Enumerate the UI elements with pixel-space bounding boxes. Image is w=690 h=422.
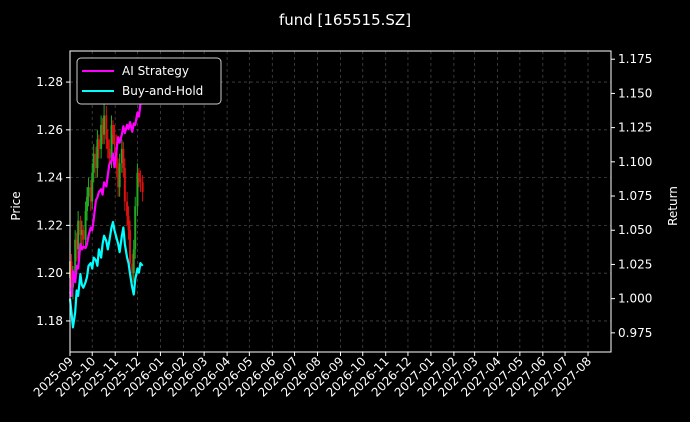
candle-body: [101, 125, 104, 135]
candle-body: [117, 168, 120, 188]
y-tick-label: 1.28: [36, 75, 63, 89]
y-axis-label: Price: [9, 191, 23, 220]
candle-body: [77, 220, 80, 250]
legend-label-ai-strategy: AI Strategy: [122, 64, 189, 78]
y-tick-label: 1.24: [36, 171, 63, 185]
series-lines: [68, 90, 144, 329]
y-axis-right: 0.975 1.000 1.025 1.050 1.075 1.100 1.125 1.150…: [611, 52, 652, 340]
y-tick-label: 1.20: [36, 266, 63, 280]
candle-body: [80, 230, 83, 235]
candle-body: [122, 148, 125, 169]
legend: AI Strategy Buy-and-Hold: [76, 57, 222, 105]
candle-body: [141, 182, 144, 192]
candle-body: [92, 153, 95, 173]
y-axis-left: 1.18 1.20 1.22 1.24 1.26 1.28: [36, 75, 70, 328]
candle-body: [134, 206, 137, 250]
candle-body: [131, 263, 134, 274]
legend-label-buy-and-hold: Buy-and-Hold: [122, 84, 203, 98]
y2-tick-label: 0.975: [618, 326, 652, 340]
candle-body: [91, 172, 94, 202]
candle-body: [82, 230, 85, 240]
candle-body: [79, 220, 82, 235]
y2-tick-label: 1.150: [618, 86, 652, 100]
candle-body: [123, 168, 126, 202]
y2-tick-label: 1.125: [618, 121, 652, 135]
candle-body: [70, 261, 73, 288]
series-line-buy-and-hold: [68, 220, 144, 329]
candle-body: [106, 139, 109, 149]
candle-body: [103, 115, 106, 135]
candle-body: [84, 211, 87, 240]
candle-body: [118, 163, 121, 188]
y2-tick-label: 1.100: [618, 155, 652, 169]
candle-body: [97, 139, 100, 149]
candle-body: [94, 153, 97, 169]
series-line-ai-strategy: [68, 90, 144, 297]
candle-body: [110, 125, 113, 159]
y2-tick-label: 1.000: [618, 292, 652, 306]
y2-tick-label: 1.050: [618, 223, 652, 237]
candle-body: [120, 148, 123, 164]
candle-body: [100, 125, 103, 149]
candle-body: [87, 187, 90, 197]
y-tick-label: 1.18: [36, 314, 63, 328]
y2-tick-label: 1.075: [618, 189, 652, 203]
candle-body: [74, 239, 77, 274]
candle-body: [139, 177, 142, 183]
candle-body: [89, 187, 92, 202]
legend-box: [76, 57, 222, 105]
candle-body: [129, 230, 132, 264]
chart-title: fund [165515.SZ]: [279, 11, 411, 29]
y-tick-label: 1.22: [36, 218, 63, 232]
candle-body: [111, 125, 114, 135]
candle-body: [126, 201, 129, 216]
y2-axis-label: Return: [666, 186, 680, 226]
candle-body: [127, 215, 130, 231]
candle-body: [136, 172, 139, 207]
candle-body: [75, 239, 78, 250]
candle-body: [132, 249, 135, 274]
candle-body: [105, 115, 108, 140]
candle-body: [137, 172, 140, 178]
y2-tick-label: 1.175: [618, 52, 652, 66]
candle-body: [108, 148, 111, 159]
candle-body: [96, 139, 99, 169]
y2-tick-label: 1.025: [618, 257, 652, 271]
candle-body: [86, 196, 89, 212]
y-tick-label: 1.26: [36, 123, 63, 137]
candle-body: [113, 134, 116, 145]
